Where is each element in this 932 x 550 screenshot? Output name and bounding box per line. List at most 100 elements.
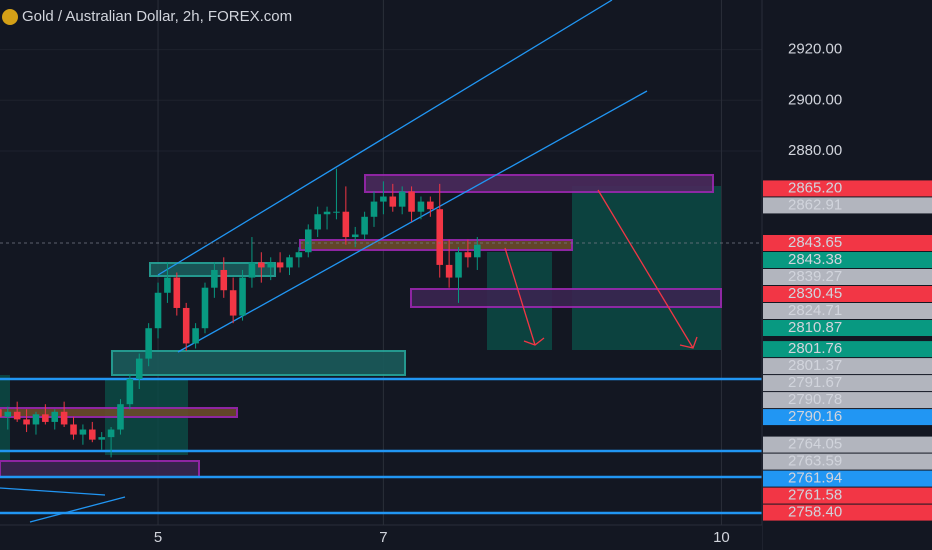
candle-body	[361, 216, 368, 235]
time-axis	[0, 525, 762, 550]
price-badge-label: 2763.59	[788, 453, 842, 470]
arrow-head	[679, 336, 698, 349]
price-badge	[763, 470, 932, 487]
price-badge	[763, 453, 932, 470]
trend-line	[29, 496, 126, 523]
price-badge-label: 2843.65	[788, 234, 842, 251]
candle-body	[436, 209, 444, 265]
trend-line	[0, 487, 106, 496]
price-badge	[763, 197, 932, 214]
candle-body	[220, 269, 228, 291]
candle-body	[229, 290, 237, 316]
price-badge-label: 2764.05	[788, 436, 842, 453]
symbol-icon	[2, 9, 18, 25]
price-badge-label: 2830.45	[788, 285, 842, 302]
candle-body	[182, 307, 190, 344]
price-badge-label: 2824.71	[788, 302, 842, 319]
candle-body	[192, 328, 199, 344]
price-badge-label: 2761.58	[788, 487, 842, 504]
candle-body	[13, 411, 21, 420]
candle-body	[135, 358, 143, 379]
price-badge	[763, 234, 932, 251]
y-tick-label: 2900.00	[788, 91, 842, 108]
candle-body	[51, 411, 59, 422]
y-tick-label: 2880.00	[788, 142, 842, 159]
price-badge	[763, 436, 932, 453]
candle-body	[117, 404, 124, 430]
price-badge-label: 2790.78	[788, 391, 842, 408]
candle-body	[323, 211, 331, 215]
candle-body	[211, 269, 218, 288]
candle-body	[107, 429, 115, 438]
price-badge	[763, 358, 932, 375]
price-badge-label: 2801.37	[788, 357, 842, 374]
price-badge	[763, 302, 932, 319]
candle-body	[239, 277, 246, 316]
price-badge-label: 2862.91	[788, 196, 842, 213]
candle-body	[380, 196, 387, 202]
x-tick-label: 10	[713, 529, 730, 546]
zone	[572, 186, 721, 350]
candle-body	[333, 211, 340, 213]
channel-line	[157, 0, 613, 276]
candle-body	[126, 378, 134, 405]
price-badge-label: 2761.94	[788, 470, 842, 487]
candle-body	[417, 201, 425, 212]
candle-body	[60, 411, 68, 425]
arrow	[504, 247, 536, 346]
candle-body	[145, 328, 152, 359]
candle-body	[4, 411, 12, 417]
price-badge-label: 2839.27	[788, 268, 842, 285]
candle-body	[79, 429, 87, 435]
candle-body	[427, 201, 434, 210]
candle-body	[267, 262, 275, 268]
candle-body	[304, 229, 312, 253]
zone	[364, 174, 714, 193]
candle-body	[201, 287, 209, 329]
candle-body	[474, 244, 481, 258]
candle-body	[42, 414, 49, 422]
price-badge	[763, 251, 932, 268]
chart-title: Gold / Australian Dollar, 2h, FOREX.com	[22, 8, 292, 25]
candle-body	[445, 264, 453, 278]
candle-body	[173, 277, 181, 308]
zone	[410, 288, 722, 308]
candle-body	[342, 211, 350, 238]
price-badge	[763, 180, 932, 197]
candle-body	[464, 252, 472, 258]
drawings	[0, 0, 762, 523]
candle-body	[23, 419, 30, 425]
grid	[0, 0, 762, 525]
candle-body	[258, 262, 265, 268]
price-badge	[763, 285, 932, 302]
zone	[299, 239, 573, 251]
candle-body	[32, 414, 40, 425]
candle-body	[286, 257, 293, 268]
price-badge-label: 2801.76	[788, 340, 842, 357]
candle-body	[276, 262, 284, 268]
price-badge	[763, 409, 932, 426]
x-tick-label: 7	[379, 529, 387, 546]
candle-body	[455, 252, 462, 278]
candle-body	[295, 252, 303, 258]
y-tick-label: 2920.00	[788, 41, 842, 58]
candle-body	[398, 191, 406, 207]
price-badge	[763, 375, 932, 392]
candle-body	[389, 196, 397, 207]
price-badge-label: 2791.67	[788, 374, 842, 391]
zone	[0, 460, 200, 478]
candle-body	[70, 424, 77, 435]
price-badge	[763, 392, 932, 409]
candle-body	[351, 234, 359, 238]
price-badge-label: 2790.16	[788, 408, 842, 425]
zone	[111, 350, 406, 376]
candle-body	[248, 262, 256, 278]
channel-line	[177, 90, 648, 353]
candle-body	[89, 429, 96, 440]
price-badge	[763, 319, 932, 336]
candles	[0, 168, 762, 458]
arrow-head	[523, 337, 545, 346]
price-badge	[763, 504, 932, 521]
